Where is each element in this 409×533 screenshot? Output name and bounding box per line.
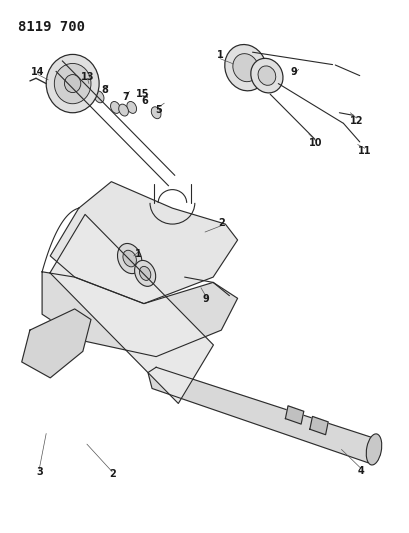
Ellipse shape [139,266,151,280]
Text: 2: 2 [108,470,115,479]
Text: 11: 11 [357,146,371,156]
Polygon shape [148,367,379,463]
Ellipse shape [117,244,142,273]
Ellipse shape [54,63,91,104]
Text: 8119 700: 8119 700 [18,20,85,34]
Text: 6: 6 [141,96,148,106]
Text: 4: 4 [356,466,363,475]
Text: 7: 7 [122,92,129,102]
Ellipse shape [47,330,66,351]
Text: 1: 1 [216,51,223,60]
Ellipse shape [64,75,81,93]
Polygon shape [42,272,237,357]
Ellipse shape [224,45,266,91]
Polygon shape [285,406,303,424]
Ellipse shape [250,58,282,93]
Text: 2: 2 [217,218,224,228]
Text: 13: 13 [81,71,94,82]
Ellipse shape [94,91,104,103]
Ellipse shape [151,107,161,119]
Polygon shape [50,182,237,304]
Text: 14: 14 [31,67,45,77]
Ellipse shape [126,101,136,114]
Text: 5: 5 [155,105,161,115]
Text: 10: 10 [308,139,322,149]
Ellipse shape [39,322,73,359]
Ellipse shape [118,104,128,116]
Text: 8: 8 [101,85,108,95]
Ellipse shape [365,434,381,465]
Text: 15: 15 [136,89,149,99]
Text: 12: 12 [349,116,362,126]
Text: 3: 3 [36,467,43,477]
Text: 9: 9 [290,67,297,77]
Text: 1: 1 [135,249,142,260]
Ellipse shape [110,101,120,114]
Polygon shape [50,214,213,403]
Ellipse shape [46,54,99,113]
Ellipse shape [232,54,258,82]
Text: 9: 9 [202,294,209,304]
Ellipse shape [134,261,155,286]
Polygon shape [22,309,91,378]
Ellipse shape [257,66,275,85]
Ellipse shape [123,251,136,267]
Polygon shape [309,416,328,435]
